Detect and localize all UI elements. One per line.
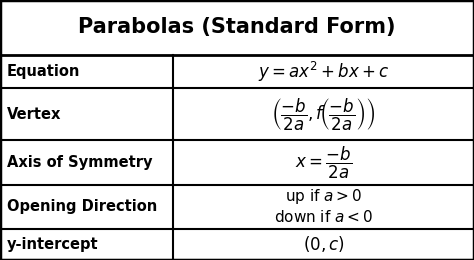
Text: Parabolas (Standard Form): Parabolas (Standard Form) bbox=[78, 17, 396, 37]
Text: down if $a < 0$: down if $a < 0$ bbox=[274, 209, 373, 225]
Text: up if $a > 0$: up if $a > 0$ bbox=[285, 187, 362, 206]
Text: y-intercept: y-intercept bbox=[7, 237, 99, 252]
Text: Equation: Equation bbox=[7, 64, 81, 79]
Text: $\left(\dfrac{-b}{2a}, f\!\left(\dfrac{-b}{2a}\right)\right)$: $\left(\dfrac{-b}{2a}, f\!\left(\dfrac{-… bbox=[271, 96, 376, 133]
Text: $y = ax^2 + bx + c$: $y = ax^2 + bx + c$ bbox=[258, 60, 389, 83]
Text: $(0, c)$: $(0, c)$ bbox=[302, 235, 345, 254]
Text: Axis of Symmetry: Axis of Symmetry bbox=[7, 155, 153, 170]
Text: Opening Direction: Opening Direction bbox=[7, 199, 157, 214]
Text: $x = \dfrac{-b}{2a}$: $x = \dfrac{-b}{2a}$ bbox=[295, 144, 352, 181]
Text: Vertex: Vertex bbox=[7, 107, 62, 122]
